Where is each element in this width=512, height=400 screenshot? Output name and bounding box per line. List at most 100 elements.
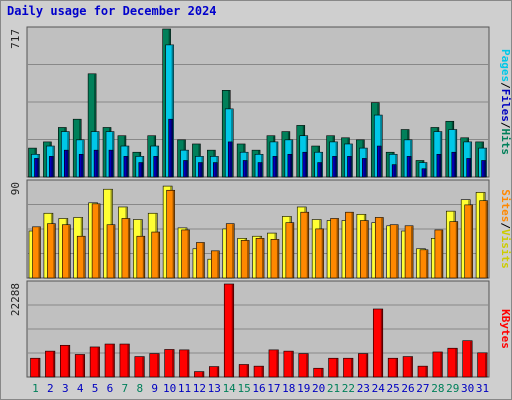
legend-hits: Hits [499, 129, 512, 156]
kbytes-bar [104, 343, 115, 378]
legend-files: Files [499, 89, 512, 122]
sites-bar [345, 211, 354, 279]
kbytes-bar [343, 357, 354, 378]
legend-sites: Sites [499, 189, 512, 222]
pages-bar [362, 158, 367, 178]
pages-bar-shade [379, 146, 381, 177]
kbytes-bar-body [30, 357, 41, 378]
kbytes-bar-body [60, 344, 71, 378]
sites-bar-shade [217, 251, 219, 278]
pages-bar-shade [260, 163, 262, 177]
hits-ymax-label: 717 [9, 29, 22, 49]
sites-bar-shade [98, 204, 100, 278]
sites-bar-shade [68, 225, 70, 278]
pages-bar-shade [230, 142, 232, 177]
kbytes-bar-body [45, 350, 56, 378]
kbytes-bar [119, 343, 130, 378]
pages-bar-shade [274, 156, 277, 177]
chart-title: Daily usage for December 2024 [7, 4, 217, 18]
sites-bar-shade [470, 205, 473, 278]
sites-bar [419, 249, 429, 279]
day-label: 26 [401, 382, 414, 395]
sites-bar-shade [411, 226, 413, 278]
kbytes-bar-body [343, 357, 354, 378]
kbytes-bar [134, 356, 145, 378]
kbytes-bar-body [209, 366, 220, 378]
kbytes-bar-shade [201, 372, 204, 377]
day-label: 24 [372, 382, 386, 395]
legend-separator: / [499, 122, 512, 129]
sites-bar-shade [172, 190, 175, 278]
sites-bar [47, 223, 56, 279]
kbytes-bar-shade [321, 368, 323, 377]
sites-bar-shade [113, 225, 115, 278]
pages-bar [198, 162, 203, 178]
legend-pages: Pages [499, 49, 512, 82]
pages-bar-shade [111, 150, 113, 177]
kbytes-bar [298, 353, 309, 378]
kbytes-bar-body [134, 356, 145, 378]
kbytes-bar-body [387, 357, 398, 378]
pages-bar-shade [81, 154, 83, 177]
kbytes-bar-shade [127, 344, 130, 377]
sites-bar [479, 200, 488, 279]
sites-bar-shade [306, 212, 309, 278]
kbytes-bar [223, 283, 235, 378]
kbytes-bar [179, 349, 190, 378]
pages-bar-shade [304, 152, 307, 177]
legend-kbytes: KBytes [499, 309, 512, 349]
pages-bar [421, 168, 427, 178]
sites-bar [121, 218, 131, 279]
sites-bar-body [181, 229, 190, 279]
pages-bar [153, 156, 159, 178]
sites-bar-shade [440, 230, 443, 278]
kbytes-bar [194, 371, 205, 378]
kbytes-bar-body [462, 340, 473, 378]
legend-visits: Visits [499, 229, 512, 269]
kbytes-bar-shade [172, 349, 174, 377]
sites-bar-shade [381, 217, 383, 278]
day-label: 10 [163, 382, 176, 395]
pages-bar [347, 156, 352, 178]
kbytes-bar-body [283, 350, 294, 378]
pages-bar-shade [36, 158, 39, 177]
visits-sites-legend: Sites/Visits [499, 189, 512, 269]
sites-bar [62, 224, 71, 279]
day-label: 4 [77, 382, 84, 395]
kbytes-bar [402, 356, 413, 378]
kbytes-bar [328, 357, 339, 378]
sites-bar-body [360, 220, 369, 279]
pages-bar-shade [423, 169, 426, 177]
day-label: 27 [416, 382, 429, 395]
pages-bar [287, 153, 293, 178]
day-label: 25 [387, 382, 400, 395]
kbytes-bar [89, 346, 100, 378]
pages-bar [227, 141, 233, 178]
kbytes-bar [372, 308, 384, 378]
sites-bar-body [255, 238, 265, 279]
kbytes-bar-body [358, 353, 369, 378]
pages-bar [78, 153, 84, 178]
pages-bar-shade [155, 156, 158, 177]
sites-bar [255, 238, 265, 279]
pages-bar [183, 160, 188, 178]
sites-bar [300, 211, 310, 279]
sites-bar-body [389, 224, 399, 279]
sites-bar [270, 239, 280, 279]
sites-bar [151, 231, 161, 279]
pages-bar [123, 156, 129, 178]
kbytes-bar [268, 349, 279, 378]
pages-bar [272, 156, 278, 178]
pages-bar-shade [140, 163, 143, 177]
kbytes-bar-body [328, 357, 339, 378]
kbytes-bar [149, 353, 160, 378]
sites-bar [449, 221, 459, 279]
sites-bar-shade [262, 238, 264, 278]
pages-bar-shade [349, 156, 352, 177]
pages-bar [213, 162, 218, 178]
day-label: 11 [178, 382, 191, 395]
kbytes-bar-shade [216, 367, 219, 377]
sites-bar-shade [247, 240, 249, 278]
kbytes-bar-shade [276, 350, 279, 377]
pages-bar-shade [51, 156, 54, 177]
